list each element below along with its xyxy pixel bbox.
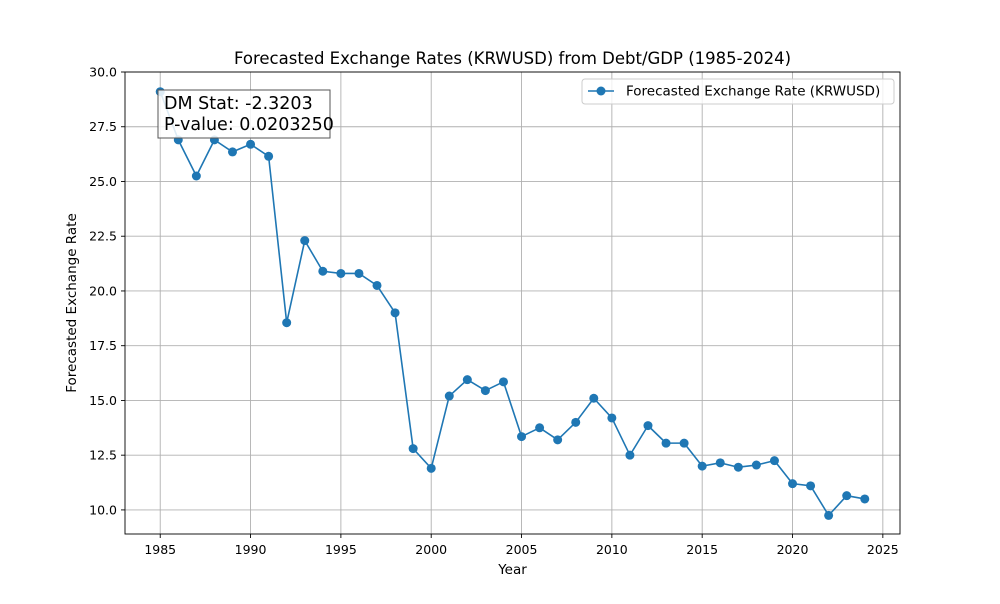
data-point [571, 417, 581, 427]
legend-marker-swatch [596, 86, 606, 96]
y-tick-label: 27.5 [89, 119, 117, 134]
data-point [715, 458, 725, 468]
legend-frame [581, 78, 895, 105]
data-point [444, 391, 454, 401]
y-tick-label: 12.5 [89, 448, 117, 463]
x-tick-label: 1985 [144, 542, 176, 557]
data-point [300, 236, 310, 246]
data-point [733, 462, 743, 472]
x-tick-label: 2005 [506, 542, 538, 557]
data-point [589, 393, 599, 403]
data-point [462, 375, 472, 385]
annotation-box-frame [157, 89, 331, 139]
x-tick-label: 2000 [415, 542, 447, 557]
axis-ticks: 1985 1990 1995 2000 2005 2010 2015 2020 2025 10.0… [89, 65, 899, 558]
series-layer [155, 87, 870, 520]
y-tick-label: 20.0 [89, 283, 117, 298]
data-point [227, 147, 237, 157]
x-tick-label: 1990 [235, 542, 267, 557]
x-tick-label: 2020 [777, 542, 809, 557]
data-point [264, 151, 274, 161]
x-tick-label: 1995 [325, 542, 357, 557]
series-line [159, 91, 865, 517]
data-point [282, 318, 292, 328]
data-point [607, 413, 617, 423]
data-point [390, 308, 400, 318]
data-point [517, 432, 527, 442]
y-tick-label: 17.5 [89, 338, 117, 353]
data-point [191, 171, 201, 181]
data-point [535, 423, 545, 433]
data-point [372, 280, 382, 290]
y-tick-label: 30.0 [89, 65, 117, 80]
data-point [354, 268, 364, 278]
data-point [824, 510, 834, 520]
y-tick-label: 22.5 [89, 229, 117, 244]
data-point [426, 463, 436, 473]
data-point [769, 456, 779, 466]
data-point [336, 268, 346, 278]
data-point [246, 139, 256, 149]
p-value-text: P-value: 0.0203250 [164, 115, 334, 135]
data-point [480, 386, 490, 396]
data-point [498, 377, 508, 387]
plot-frame [124, 71, 901, 535]
data-point [553, 435, 563, 445]
y-axis-label: Forecasted Exchange Rate [64, 213, 80, 393]
legend-entry-label: Forecasted Exchange Rate (KRWUSD) [626, 84, 880, 100]
x-axis-label: Year [497, 562, 527, 578]
y-tick-label: 10.0 [89, 502, 117, 517]
y-tick-label: 25.0 [89, 174, 117, 189]
x-tick-label: 2025 [867, 542, 899, 557]
data-point [842, 491, 852, 501]
data-point [318, 266, 328, 276]
data-point [751, 460, 761, 470]
chart-title: Forecasted Exchange Rates (KRWUSD) from … [234, 49, 791, 68]
data-point [679, 438, 689, 448]
data-point [661, 438, 671, 448]
data-point [860, 494, 870, 504]
data-point [788, 479, 798, 489]
dm-stat-annotation: DM Stat: -2.3203 P-value: 0.0203250 [157, 89, 334, 139]
x-tick-label: 2010 [596, 542, 628, 557]
data-point [625, 450, 635, 460]
data-point [806, 481, 816, 491]
grid-lines [125, 71, 900, 534]
data-point [408, 444, 418, 454]
y-tick-label: 15.0 [89, 393, 117, 408]
legend: Forecasted Exchange Rate (KRWUSD) [581, 78, 895, 105]
dm-stat-text: DM Stat: -2.3203 [164, 94, 313, 114]
data-point [697, 461, 707, 471]
x-tick-label: 2015 [686, 542, 718, 557]
data-point [643, 421, 653, 431]
